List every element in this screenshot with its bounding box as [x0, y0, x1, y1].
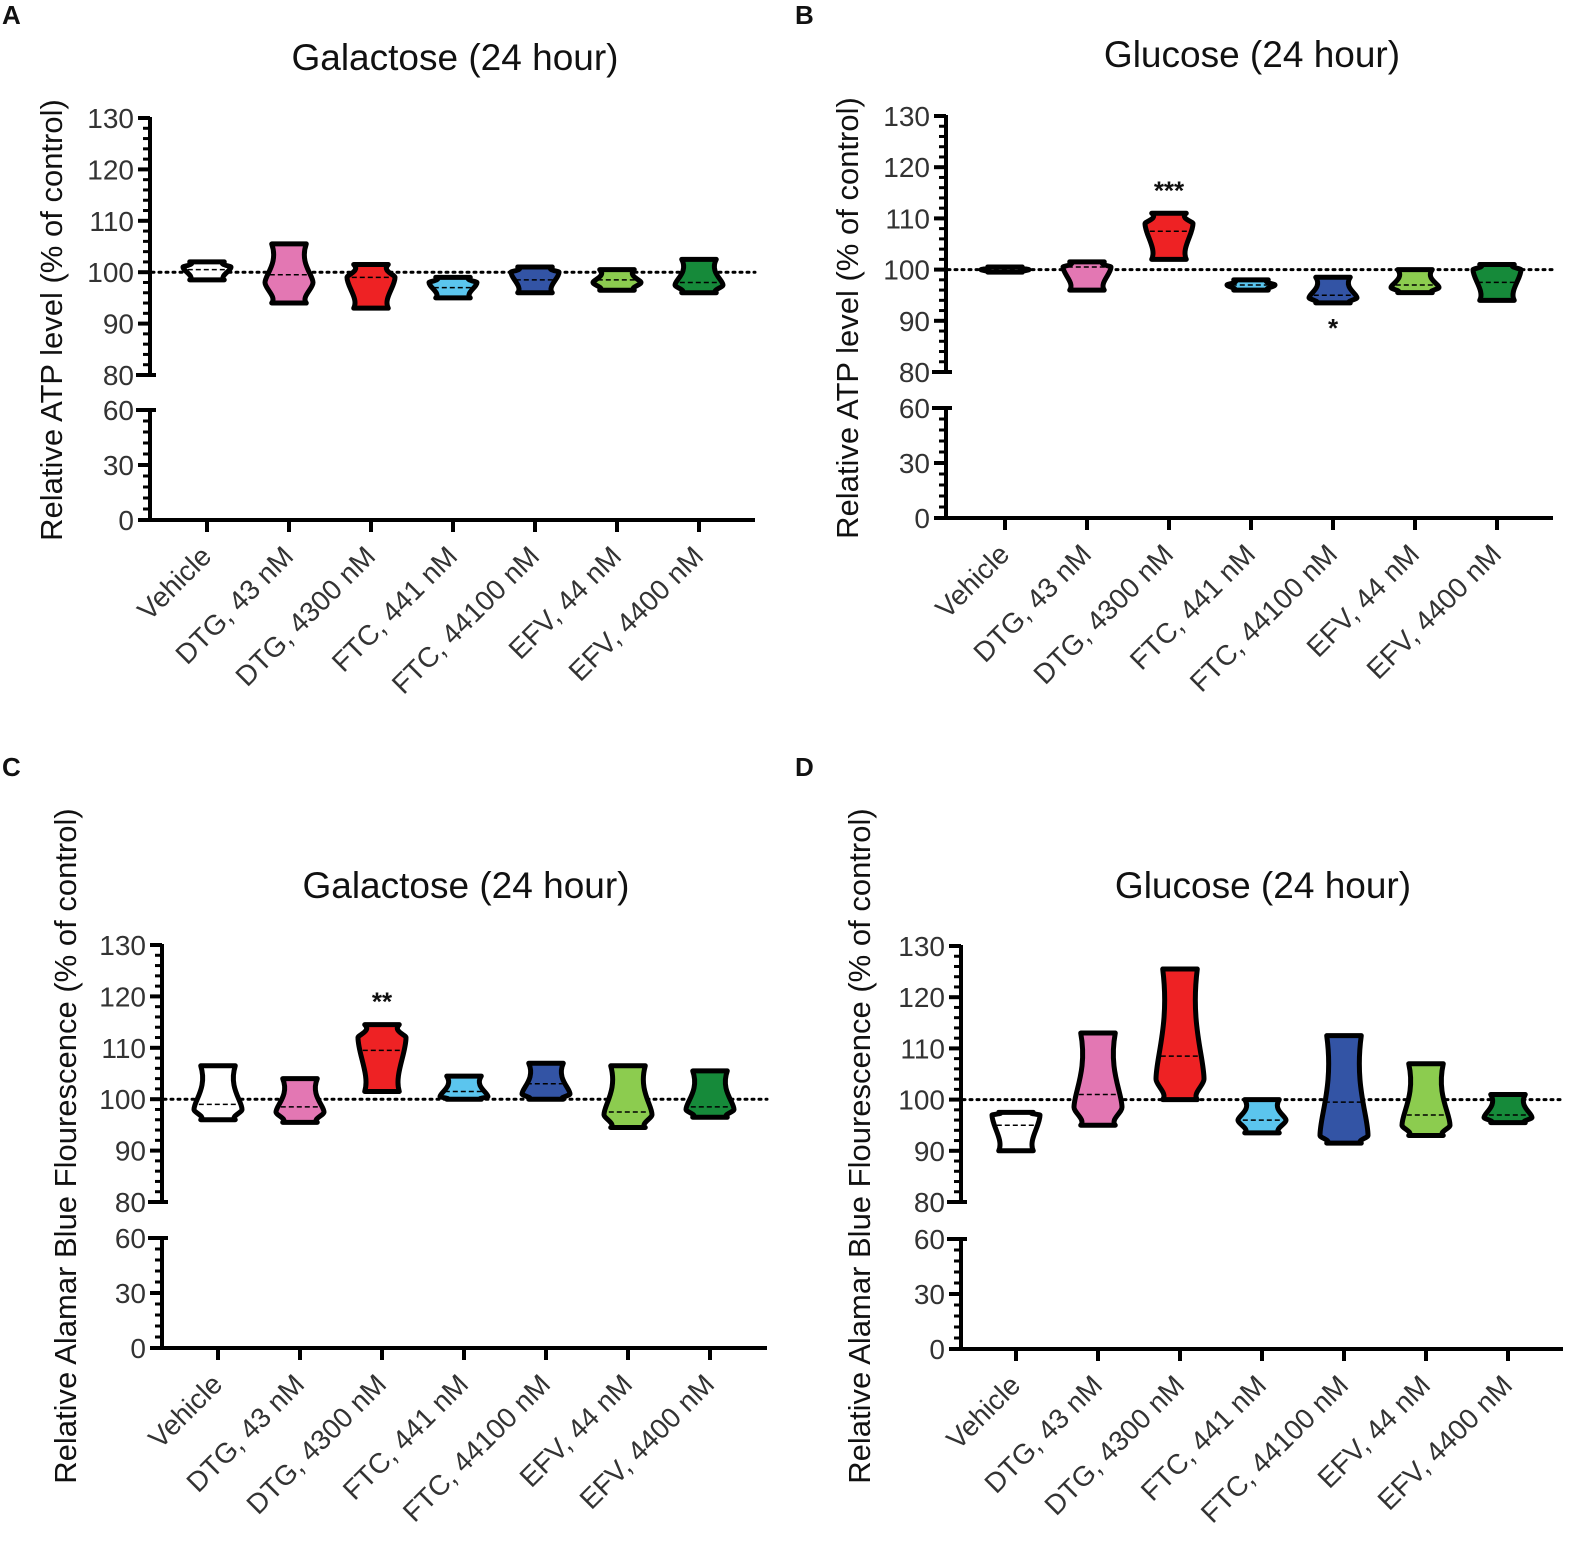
chart-title: Galactose (24 hour)	[302, 865, 629, 906]
y-tick-label: 0	[929, 1334, 945, 1365]
violin-3	[344, 261, 398, 311]
violin-3	[355, 1022, 409, 1094]
chart-title: Glucose (24 hour)	[1104, 34, 1400, 75]
chart-title: Galactose (24 hour)	[291, 37, 618, 78]
y-tick-label: 0	[914, 503, 930, 534]
y-tick-label: 120	[883, 152, 930, 183]
panel-d: D Glucose (24 hour) Relative Alamar Blue F…	[795, 752, 1565, 1529]
x-tick-label: FTC, 44100 nM	[1195, 1369, 1354, 1528]
y-tick-label: 110	[885, 203, 930, 234]
y-tick-label: 100	[898, 1085, 945, 1116]
x-tick-label: FTC, 44100 nM	[397, 1368, 556, 1527]
y-tick-label: 130	[99, 930, 146, 961]
y-tick-label: 110	[101, 1033, 146, 1064]
panel-c: C Galactose (24 hour) Relative Alamar Blue…	[2, 752, 769, 1528]
y-tick-label: 130	[883, 101, 930, 132]
violin-5	[519, 1060, 573, 1102]
violin-6	[1388, 267, 1442, 296]
y-tick-label: 80	[103, 360, 134, 391]
panel-letter: A	[2, 0, 21, 30]
y-tick-label: 90	[899, 306, 930, 337]
violin-3	[1142, 210, 1196, 262]
violin-1	[180, 259, 234, 283]
panel-b: B Glucose (24 hour) Relative ATP level (% …	[795, 0, 1555, 698]
violin-2	[1060, 259, 1114, 293]
x-tick-label: FTC, 44100 nM	[1184, 538, 1343, 697]
x-tick-label: DTG, 4300 nM	[1027, 538, 1179, 690]
panel-letter: B	[795, 0, 814, 30]
significance-marker: *	[1328, 313, 1339, 343]
y-tick-label: 80	[115, 1187, 146, 1218]
violin-1	[989, 1109, 1043, 1154]
violin-2	[1071, 1030, 1125, 1128]
violin-6	[601, 1063, 655, 1130]
y-tick-label: 120	[87, 154, 134, 185]
panel-letter: D	[795, 752, 814, 782]
y-tick-label: 120	[99, 981, 146, 1012]
violin-6	[1399, 1061, 1453, 1138]
y-tick-label: 110	[89, 206, 134, 237]
y-tick-label: 80	[899, 357, 930, 388]
violin-1	[191, 1063, 245, 1123]
y-tick-label: 60	[899, 393, 930, 424]
x-tick-label: DTG, 4300 nM	[240, 1368, 392, 1520]
violin-5	[1317, 1033, 1371, 1146]
y-tick-label: 130	[898, 931, 945, 962]
y-tick-label: 100	[99, 1084, 146, 1115]
violin-2	[262, 241, 316, 306]
panel-letter: C	[2, 752, 21, 782]
chart-title: Glucose (24 hour)	[1115, 865, 1411, 906]
x-tick-label: DTG, 4300 nM	[229, 540, 381, 692]
violin-5	[1306, 274, 1360, 306]
y-tick-label: 30	[103, 450, 134, 481]
significance-marker: **	[372, 987, 393, 1017]
y-axis-label: Relative ATP level (% of control)	[34, 99, 69, 541]
y-axis-label: Relative Alamar Blue Flourescence (% of …	[48, 808, 83, 1483]
violin-7	[672, 256, 726, 296]
y-tick-label: 0	[118, 505, 134, 536]
y-tick-label: 100	[883, 255, 930, 286]
violin-3	[1153, 966, 1207, 1103]
violin-7	[683, 1068, 737, 1120]
y-tick-label: 110	[900, 1033, 945, 1064]
y-tick-label: 0	[130, 1333, 146, 1364]
y-tick-label: 80	[914, 1187, 945, 1218]
violin-2	[273, 1076, 327, 1125]
violin-7	[1481, 1091, 1535, 1126]
y-tick-label: 30	[914, 1279, 945, 1310]
y-tick-label: 60	[103, 395, 134, 426]
x-tick-label: DTG, 4300 nM	[1038, 1369, 1190, 1521]
y-axis-label: Relative Alamar Blue Flourescence (% of …	[842, 808, 877, 1483]
y-tick-label: 130	[87, 103, 134, 134]
y-tick-label: 90	[103, 309, 134, 340]
panel-a: A Galactose (24 hour) Relative ATP level (…	[2, 0, 757, 700]
violin-4	[437, 1073, 491, 1102]
y-tick-label: 90	[115, 1136, 146, 1167]
violin-4	[1235, 1097, 1289, 1136]
y-tick-label: 100	[87, 257, 134, 288]
y-tick-label: 60	[115, 1223, 146, 1254]
y-axis-label: Relative ATP level (% of control)	[830, 97, 865, 539]
y-tick-label: 30	[899, 448, 930, 479]
y-tick-label: 120	[898, 982, 945, 1013]
y-tick-label: 90	[914, 1136, 945, 1167]
significance-marker: ***	[1154, 175, 1185, 205]
y-tick-label: 60	[914, 1224, 945, 1255]
x-tick-label: FTC, 44100 nM	[386, 540, 545, 699]
y-tick-label: 30	[115, 1278, 146, 1309]
